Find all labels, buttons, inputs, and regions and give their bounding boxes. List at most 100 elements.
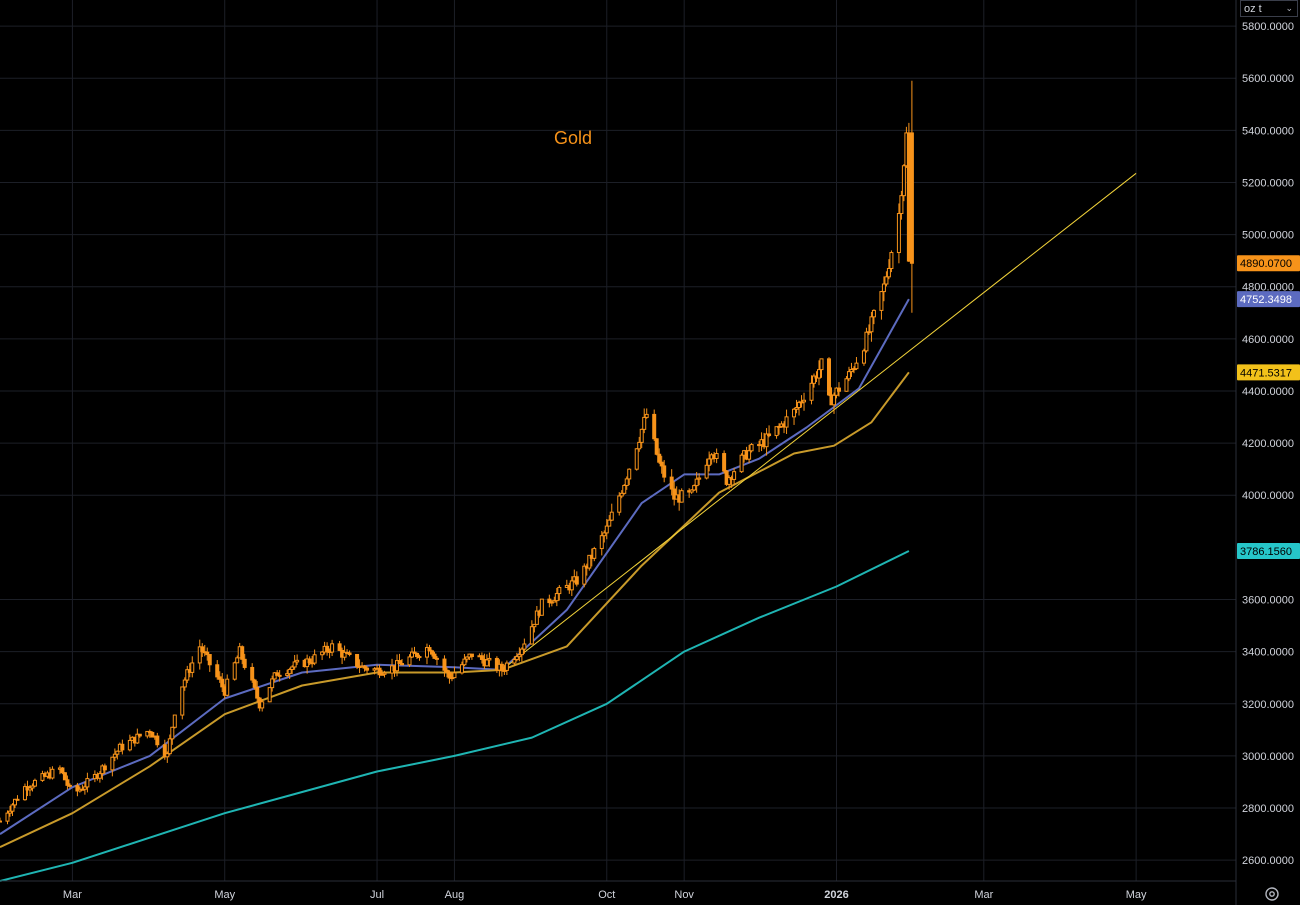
candle-body	[277, 674, 282, 677]
trendline-line	[501, 172, 1137, 671]
y-tick-label: 5000.0000	[1242, 230, 1294, 242]
candle-body	[215, 664, 220, 678]
candle-body	[60, 767, 65, 774]
candle-body	[547, 598, 552, 604]
candle-body	[662, 465, 667, 478]
y-tick-label: 3400.0000	[1242, 647, 1294, 659]
candle-body	[429, 650, 434, 655]
candle-body	[290, 666, 295, 670]
last-price-label-bg	[1237, 255, 1300, 272]
candle-body	[871, 309, 876, 318]
candle-body	[167, 738, 172, 755]
candle-body	[884, 276, 889, 285]
candle-body	[704, 464, 709, 479]
candle-body	[727, 477, 732, 485]
candle-body	[417, 656, 422, 659]
candle-body	[519, 648, 524, 656]
candle-body	[464, 656, 469, 660]
candle-body	[624, 478, 629, 486]
candle-body	[10, 804, 15, 812]
candle-body	[307, 658, 312, 664]
candle-body	[355, 653, 360, 667]
candle-body	[881, 283, 886, 293]
candle-body	[592, 548, 597, 559]
candle-body	[692, 485, 697, 491]
candle-body	[722, 453, 727, 472]
candle-body	[896, 213, 901, 254]
candle-body	[190, 662, 195, 673]
candle-body	[886, 267, 891, 278]
candle-body	[749, 444, 754, 452]
candle-body	[407, 656, 412, 666]
candle-body	[182, 679, 187, 688]
candle-body	[337, 643, 342, 651]
candle-body	[414, 652, 419, 658]
unit-selector[interactable]: oz t ⌄	[1240, 0, 1298, 17]
candle-body	[65, 779, 70, 786]
candle-body	[287, 668, 292, 675]
x-tick-label: Jul	[370, 889, 384, 901]
y-tick-label: 5400.0000	[1242, 125, 1294, 137]
time-axis[interactable]: Mar May Jul Aug Oct Nov 2026 Mar May	[63, 889, 1147, 901]
candle-body	[552, 600, 557, 603]
candle-body	[165, 753, 170, 758]
y-tick-label: 4000.0000	[1242, 490, 1294, 502]
candle-body	[115, 750, 120, 755]
candle-body	[637, 441, 642, 450]
price-axis[interactable]: 5800.0000 5600.0000 5400.0000 5200.0000 5000…	[1242, 21, 1294, 867]
candle-body	[272, 672, 277, 680]
candle-body	[799, 401, 804, 404]
candle-body	[672, 488, 677, 500]
ma-long-label-bg	[1237, 542, 1300, 559]
candle-body	[539, 598, 544, 616]
candle-body	[774, 426, 779, 437]
y-tick-label: 3000.0000	[1242, 751, 1294, 763]
candle-body	[180, 686, 185, 716]
x-tick-label: 2026	[824, 889, 848, 901]
candle-body	[469, 653, 474, 658]
candle-body	[861, 350, 866, 364]
settings-button[interactable]	[1262, 884, 1282, 904]
candle-body	[162, 744, 167, 758]
candle-body	[599, 535, 604, 550]
y-tick-label: 4800.0000	[1242, 282, 1294, 294]
candle-body	[697, 477, 702, 480]
candle-body	[267, 687, 272, 703]
candle-body	[569, 580, 574, 591]
candle-body	[826, 358, 831, 396]
ma-mid-label-bg	[1237, 364, 1300, 381]
candle-body	[797, 401, 802, 408]
candle-body	[694, 478, 699, 487]
candle-body	[15, 798, 20, 801]
candle-body	[240, 646, 245, 660]
ma-short-price-label: 4752.3498	[1240, 294, 1292, 306]
candle-body	[901, 165, 906, 197]
candle-body	[849, 369, 854, 373]
candle-body	[602, 532, 607, 537]
candle-body	[444, 669, 449, 673]
price-labels: 4890.0700 4752.3498 4471.5317 3786.1560	[1237, 255, 1300, 559]
candle-body	[642, 416, 647, 430]
candle-body	[627, 468, 632, 480]
candle-body	[679, 490, 684, 503]
candle-body	[220, 678, 225, 688]
candle-body	[619, 492, 624, 497]
candle-body	[185, 669, 190, 681]
candle-body	[434, 657, 439, 660]
candle-body	[812, 375, 817, 384]
candle-body	[275, 672, 280, 676]
candle-body	[285, 673, 290, 676]
candle-body	[802, 399, 807, 403]
candle-body	[260, 701, 265, 709]
candle-body	[669, 476, 674, 490]
candle-body	[831, 394, 836, 406]
y-tick-label: 2800.0000	[1242, 803, 1294, 815]
candle-body	[654, 438, 659, 455]
candle-body	[714, 453, 719, 459]
candle-body	[342, 651, 347, 658]
candle-body	[846, 371, 851, 380]
gear-icon	[1265, 887, 1279, 901]
y-tick-label: 4200.0000	[1242, 438, 1294, 450]
candle-body	[75, 785, 80, 792]
